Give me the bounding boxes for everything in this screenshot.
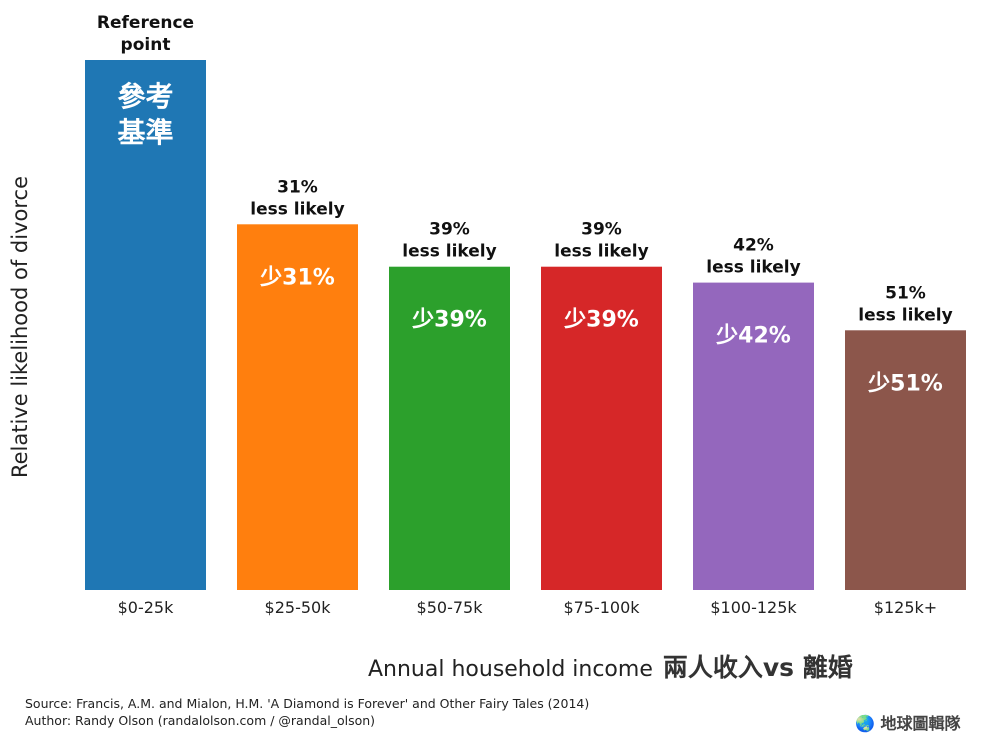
bar-4 xyxy=(693,282,814,590)
bar-inner-label: 基準 xyxy=(117,116,173,149)
bar-inner-label: 少39% xyxy=(411,308,487,333)
x-axis-label-en: Annual household income xyxy=(368,657,653,682)
x-axis-label: Annual household income 兩人收入vs 離婚 xyxy=(368,648,853,684)
bar-2 xyxy=(389,266,510,590)
bar-annotation: point xyxy=(121,35,171,55)
bar-inner-label: 少42% xyxy=(715,324,791,349)
bar-inner-label: 參考 xyxy=(117,80,173,113)
source-text: Source: Francis, A.M. and Mialon, H.M. '… xyxy=(25,696,590,711)
bar-inner-label: 少51% xyxy=(867,371,943,396)
x-tick-label: $50-75k xyxy=(417,598,484,617)
x-tick-label: $100-125k xyxy=(710,598,797,617)
footer: Source: Francis, A.M. and Mialon, H.M. '… xyxy=(25,695,589,729)
bar-inner-label: 少39% xyxy=(563,308,639,333)
x-axis-label-cn: 兩人收入vs 離婚 xyxy=(662,653,853,682)
x-tick-label: $75-100k xyxy=(563,598,640,617)
bar-annotation: less likely xyxy=(706,258,800,278)
bar-annotation: Reference xyxy=(97,13,194,33)
watermark-text: 地球圖輯隊 xyxy=(880,714,961,733)
bar-inner-label: 少31% xyxy=(259,265,335,290)
bar-annotation: less likely xyxy=(402,242,496,262)
bar-annotation: 39% xyxy=(581,220,622,240)
bar-annotation: less likely xyxy=(554,242,648,262)
bar-annotation: less likely xyxy=(250,199,344,219)
y-axis-label: Relative likelihood of divorce xyxy=(8,175,32,479)
bar-5 xyxy=(845,330,966,590)
bar-annotation: 51% xyxy=(885,283,926,303)
bar-0 xyxy=(85,60,206,590)
bar-annotation: 39% xyxy=(429,220,470,240)
bar-3 xyxy=(541,266,662,590)
x-tick-label: $0-25k xyxy=(118,598,174,617)
x-tick-label: $125k+ xyxy=(874,598,937,617)
author-text: Author: Randy Olson (randalolson.com / @… xyxy=(25,713,376,728)
x-tick-label: $25-50k xyxy=(265,598,332,617)
watermark-logo: 🌏 地球圖輯隊 xyxy=(855,714,961,733)
bar-annotation: 31% xyxy=(277,177,318,197)
bar-1 xyxy=(237,224,358,591)
bar-annotation: less likely xyxy=(858,305,952,325)
bar-annotation: 42% xyxy=(733,236,774,256)
